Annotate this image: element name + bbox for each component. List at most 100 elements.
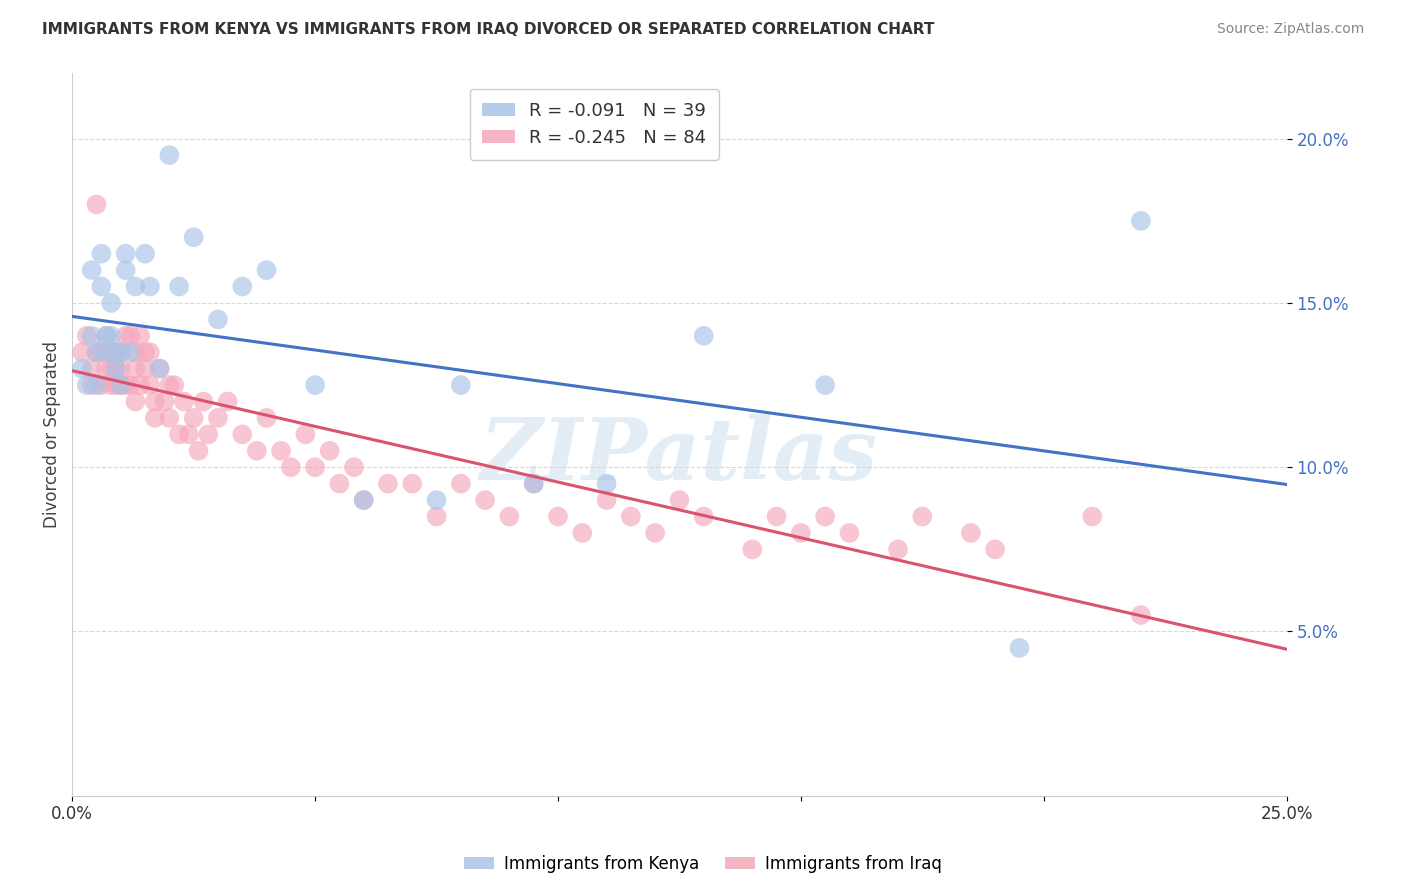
Point	[984, 542, 1007, 557]
Point	[100, 296, 122, 310]
Legend: R = -0.091   N = 39, R = -0.245   N = 84: R = -0.091 N = 39, R = -0.245 N = 84	[470, 89, 718, 160]
Point	[474, 493, 496, 508]
Point	[256, 411, 278, 425]
Point	[114, 328, 136, 343]
Point	[110, 378, 132, 392]
Point	[547, 509, 569, 524]
Point	[129, 328, 152, 343]
Point	[595, 493, 617, 508]
Point	[318, 443, 340, 458]
Point	[620, 509, 643, 524]
Point	[114, 378, 136, 392]
Point	[104, 361, 127, 376]
Point	[343, 460, 366, 475]
Point	[120, 328, 142, 343]
Text: Source: ZipAtlas.com: Source: ZipAtlas.com	[1216, 22, 1364, 37]
Point	[134, 246, 156, 260]
Point	[328, 476, 350, 491]
Point	[790, 525, 813, 540]
Point	[814, 509, 837, 524]
Point	[120, 345, 142, 359]
Point	[86, 345, 108, 359]
Point	[498, 509, 520, 524]
Point	[197, 427, 219, 442]
Point	[304, 460, 326, 475]
Point	[1081, 509, 1104, 524]
Point	[523, 476, 546, 491]
Point	[96, 328, 118, 343]
Point	[143, 411, 166, 425]
Point	[401, 476, 423, 491]
Point	[143, 394, 166, 409]
Point	[80, 328, 103, 343]
Point	[523, 476, 546, 491]
Point	[911, 509, 934, 524]
Point	[183, 411, 205, 425]
Point	[207, 312, 229, 326]
Point	[100, 328, 122, 343]
Point	[270, 443, 292, 458]
Point	[157, 411, 180, 425]
Point	[183, 230, 205, 244]
Point	[425, 509, 447, 524]
Point	[110, 361, 132, 376]
Point	[110, 378, 132, 392]
Point	[110, 345, 132, 359]
Point	[450, 378, 472, 392]
Point	[294, 427, 316, 442]
Point	[644, 525, 666, 540]
Point	[134, 345, 156, 359]
Point	[100, 378, 122, 392]
Point	[129, 378, 152, 392]
Point	[193, 394, 215, 409]
Point	[304, 378, 326, 392]
Point	[80, 378, 103, 392]
Point	[76, 378, 98, 392]
Point	[86, 345, 108, 359]
Text: IMMIGRANTS FROM KENYA VS IMMIGRANTS FROM IRAQ DIVORCED OR SEPARATED CORRELATION : IMMIGRANTS FROM KENYA VS IMMIGRANTS FROM…	[42, 22, 935, 37]
Point	[692, 509, 714, 524]
Point	[124, 361, 146, 376]
Point	[70, 345, 93, 359]
Text: ZIPatlas: ZIPatlas	[481, 414, 879, 498]
Point	[163, 378, 186, 392]
Point	[187, 443, 209, 458]
Point	[207, 411, 229, 425]
Point	[90, 246, 112, 260]
Point	[104, 345, 127, 359]
Point	[280, 460, 302, 475]
Legend: Immigrants from Kenya, Immigrants from Iraq: Immigrants from Kenya, Immigrants from I…	[458, 848, 948, 880]
Point	[177, 427, 200, 442]
Point	[1129, 214, 1152, 228]
Point	[124, 279, 146, 293]
Point	[765, 509, 787, 524]
Point	[157, 148, 180, 162]
Point	[153, 394, 176, 409]
Point	[353, 493, 375, 508]
Point	[157, 378, 180, 392]
Point	[96, 328, 118, 343]
Point	[1008, 640, 1031, 655]
Point	[90, 345, 112, 359]
Point	[231, 279, 253, 293]
Point	[86, 378, 108, 392]
Point	[814, 378, 837, 392]
Point	[80, 361, 103, 376]
Point	[70, 361, 93, 376]
Point	[173, 394, 195, 409]
Point	[104, 378, 127, 392]
Point	[120, 378, 142, 392]
Point	[571, 525, 593, 540]
Point	[100, 345, 122, 359]
Point	[104, 345, 127, 359]
Point	[114, 246, 136, 260]
Point	[246, 443, 269, 458]
Point	[100, 361, 122, 376]
Point	[668, 493, 690, 508]
Point	[149, 361, 172, 376]
Point	[167, 427, 190, 442]
Point	[217, 394, 239, 409]
Point	[96, 361, 118, 376]
Point	[256, 263, 278, 277]
Point	[425, 493, 447, 508]
